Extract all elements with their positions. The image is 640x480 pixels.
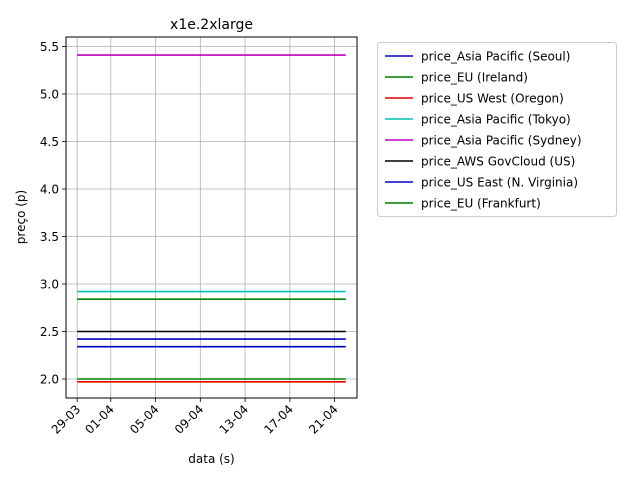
y-tick-label: 4.0 — [40, 183, 59, 197]
legend-label: price_US West (Oregon) — [421, 92, 564, 106]
chart-title: x1e.2xlarge — [170, 17, 253, 33]
legend-label: price_EU (Frankfurt) — [421, 197, 541, 211]
legend-label: price_AWS GovCloud (US) — [421, 155, 575, 169]
y-axis-label: preço (p) — [14, 190, 28, 244]
plot-lines — [77, 54, 346, 383]
y-tick-label: 2.0 — [40, 373, 59, 387]
y-tick-label: 3.0 — [40, 278, 59, 292]
y-tick-label: 5.5 — [40, 40, 59, 54]
legend-label: price_EU (Ireland) — [421, 71, 528, 85]
legend-label: price_Asia Pacific (Sydney) — [421, 134, 582, 148]
plot-area-frame — [65, 36, 358, 399]
legend-label: price_Asia Pacific (Tokyo) — [421, 113, 571, 127]
legend-label: price_US East (N. Virginia) — [421, 176, 578, 190]
y-tick-label: 2.5 — [40, 325, 59, 339]
x-axis-label: data (s) — [188, 452, 234, 466]
y-tick-label: 5.0 — [40, 88, 59, 102]
legend-label: price_Asia Pacific (Seoul) — [421, 50, 570, 64]
legend-box — [377, 42, 617, 217]
legend: price_Asia Pacific (Seoul) price_EU (Irel… — [377, 42, 617, 217]
y-tick-label: 4.5 — [40, 135, 59, 149]
y-tick-label: 3.5 — [40, 230, 59, 244]
